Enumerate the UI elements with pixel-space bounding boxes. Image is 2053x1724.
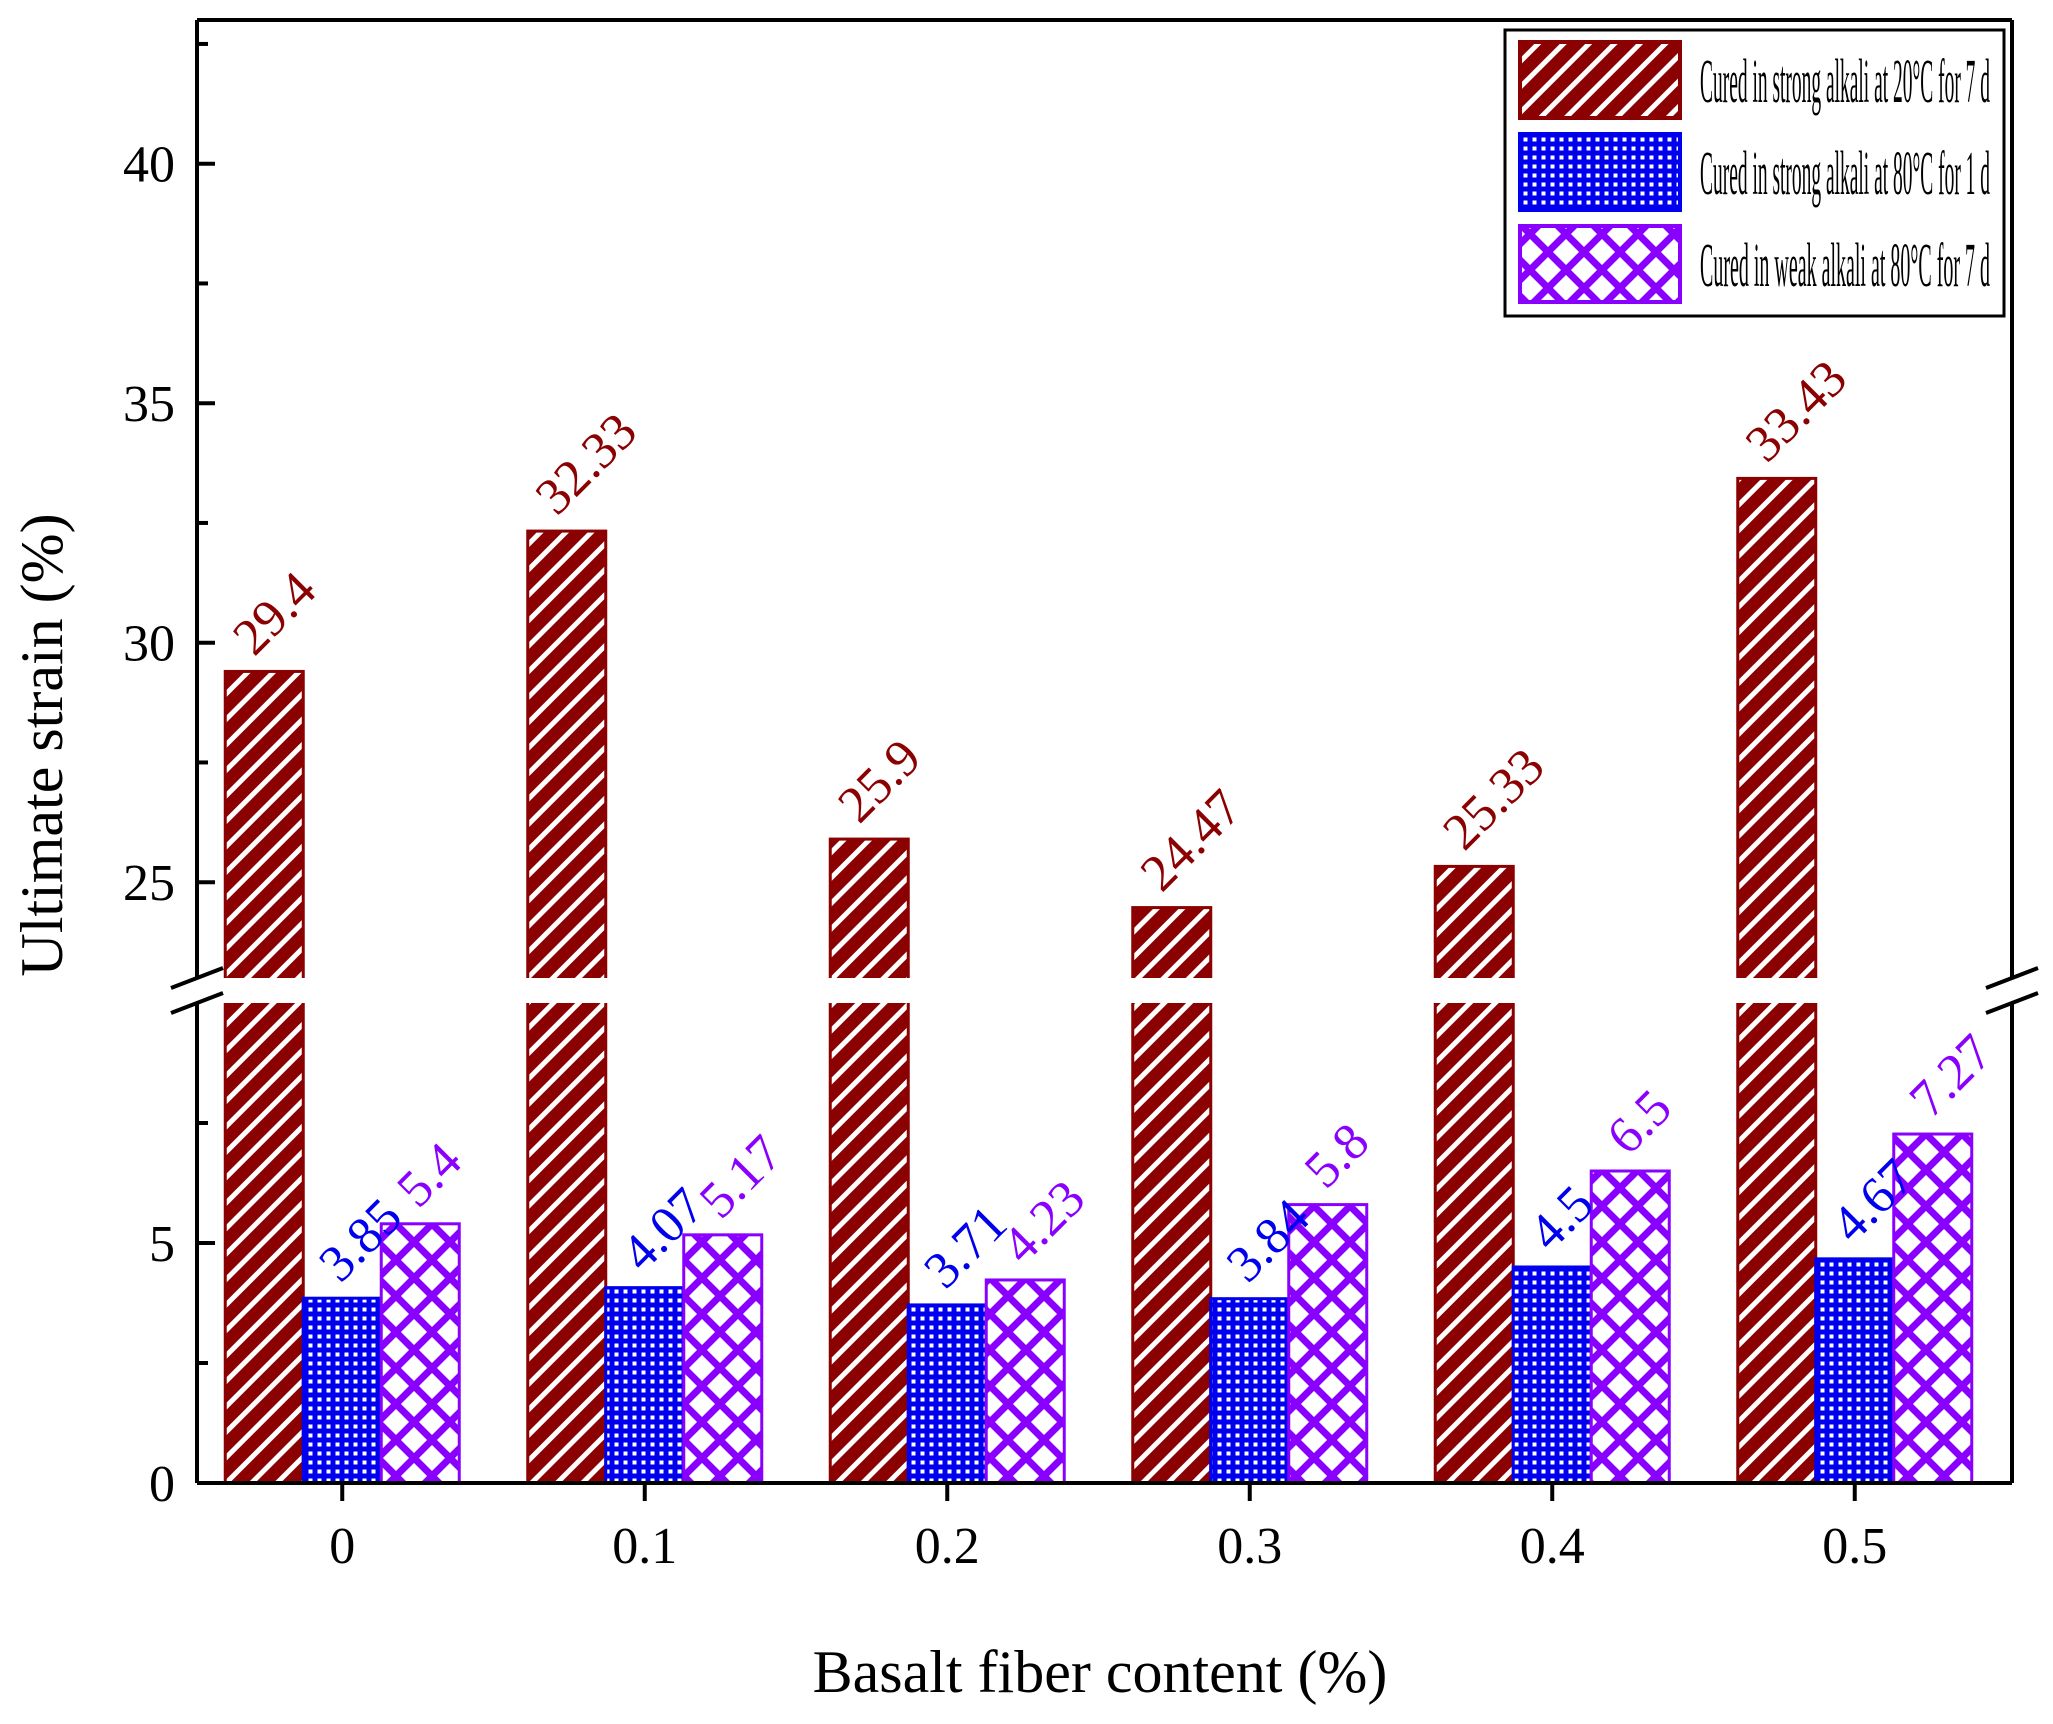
legend-swatch-2: [1518, 132, 1682, 212]
legend-label-1: Cured in strong alkali at 20°C for 7 d: [1700, 48, 1990, 116]
break-mark-right-2: [1985, 991, 2039, 1015]
bar-s2-c3: [1209, 1297, 1291, 1485]
x-tick-label-0.2: 0.2: [915, 1518, 980, 1575]
y-tick-label-35: 35: [123, 376, 175, 433]
legend-swatch-1: [1518, 40, 1682, 120]
y-tick-label-5: 5: [149, 1216, 175, 1273]
axis-break-gap: [187, 978, 2022, 1003]
y-tick-label-25: 25: [123, 855, 175, 912]
bar-s3-c3: [1287, 1203, 1369, 1485]
bar-s1-c3: [1131, 906, 1213, 1485]
x-tick-label-0: 0: [329, 1518, 355, 1575]
data-label-s3-c0: 5.4: [386, 1132, 472, 1218]
y-tick-label-40: 40: [123, 137, 175, 194]
x-tick-label-0.5: 0.5: [1822, 1518, 1887, 1575]
bar-s1-c0: [223, 669, 305, 1485]
bar-s2-c0: [301, 1296, 383, 1485]
break-mark-left-2: [170, 991, 224, 1015]
data-label-s1-c0: 29.4: [222, 561, 327, 666]
data-label-s3-c2: 4.23: [991, 1170, 1096, 1275]
bar-s3-c0: [379, 1222, 461, 1485]
bars-layer: [223, 476, 1974, 1485]
data-label-s3-c3: 5.8: [1294, 1113, 1380, 1199]
data-label-s3-c5: 7.27: [1899, 1024, 2004, 1129]
break-mark-left-1: [170, 966, 224, 990]
y-axis-title: Ultimate strain (%): [9, 513, 75, 976]
bar-s2-c4: [1511, 1265, 1593, 1485]
data-label-s3-c4: 6.5: [1596, 1079, 1682, 1165]
data-label-s1-c2: 25.9: [827, 729, 932, 834]
x-tick-label-0.4: 0.4: [1520, 1518, 1585, 1575]
legend-label-3: Cured in weak alkali at 80°C for 7 d: [1700, 232, 1990, 300]
bar-s1-c2: [828, 837, 910, 1485]
bar-s3-c4: [1589, 1169, 1671, 1485]
bar-s1-c4: [1433, 864, 1515, 1485]
bar-s3-c1: [682, 1233, 764, 1485]
y-tick-label-0: 0: [149, 1456, 175, 1513]
bar-s2-c5: [1814, 1257, 1896, 1485]
axes-layer: 0 5 25 30 35 40 0 0.1 0.2 0.3 0.4 0.5: [123, 18, 2039, 1575]
x-tick-label-0.1: 0.1: [612, 1518, 677, 1575]
bar-s1-c1: [526, 529, 608, 1485]
bar-s3-c2: [984, 1278, 1066, 1485]
data-label-s1-c3: 24.47: [1130, 779, 1253, 902]
legend-swatch-3: [1518, 224, 1682, 304]
break-mark-right-1: [1985, 966, 2039, 990]
data-label-s1-c5: 33.43: [1735, 350, 1858, 473]
data-label-s1-c1: 32.33: [525, 403, 648, 526]
data-label-s1-c4: 25.33: [1432, 738, 1555, 861]
bar-s2-c2: [906, 1303, 988, 1485]
legend: Cured in strong alkali at 20°C for 7 d Cu…: [1503, 28, 2006, 318]
legend-label-2: Cured in strong alkali at 80°C for 1 d: [1700, 140, 1990, 208]
y-tick-label-30: 30: [123, 616, 175, 673]
x-axis-title: Basalt fiber content (%): [813, 1639, 1388, 1705]
x-tick-label-0.3: 0.3: [1217, 1518, 1282, 1575]
bar-s2-c1: [604, 1286, 686, 1485]
bar-s3-c5: [1892, 1132, 1974, 1485]
